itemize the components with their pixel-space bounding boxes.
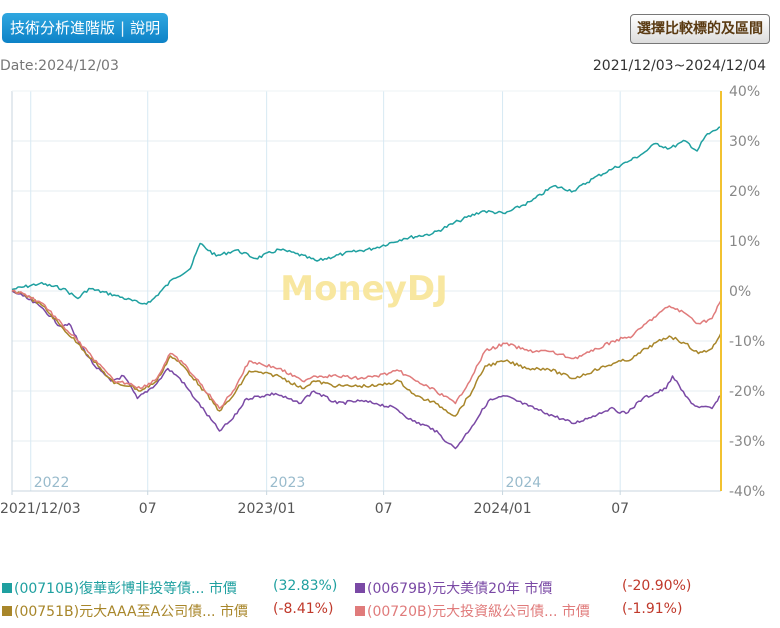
y-tick-label: 20% xyxy=(729,184,760,200)
legend-swatch-00679b xyxy=(355,583,365,593)
y-tick-label: -10% xyxy=(729,334,765,350)
series-line xyxy=(11,290,722,450)
legend-label-00720b: (00720B)元大投資級公司債... 市價 xyxy=(367,604,590,620)
x-tick-label: 2023/01 xyxy=(238,501,296,517)
legend-swatch-00751b xyxy=(2,606,12,616)
select-compare-button[interactable]: 選擇比較標的及區間 xyxy=(630,14,770,44)
x-tick-label: 07 xyxy=(611,501,629,517)
legend-change-00751b: (-8.41%) xyxy=(273,601,334,617)
tab-label: 技術分析進階版 xyxy=(10,19,116,37)
technical-analysis-tab[interactable]: 技術分析進階版 | 說明 xyxy=(2,13,169,43)
series-line xyxy=(11,289,722,417)
x-tick-label: 2021/12/03 xyxy=(0,501,81,517)
year-label: 2024 xyxy=(506,475,542,491)
y-tick-label: 40% xyxy=(729,84,760,100)
performance-chart[interactable]: 40% 30% 20% 10% 0% -10% -20% -30% -40% 2022 2023 20… xyxy=(0,80,780,520)
legend-change-00710b: (32.83%) xyxy=(273,578,338,594)
legend-item-00710b[interactable]: (00710B)復華彭博非投等債... 市價 xyxy=(2,578,237,598)
legend-label-00679b: (00679B)元大美債20年 市價 xyxy=(367,581,553,597)
x-tick-label: 2024/01 xyxy=(473,501,531,517)
year-label: 2023 xyxy=(270,475,306,491)
date-range-label: 2021/12/03~2024/12/04 xyxy=(592,58,766,74)
legend-swatch-00710b xyxy=(2,583,12,593)
watermark: MoneyDJ xyxy=(280,269,448,309)
y-tick-label: 0% xyxy=(729,284,751,300)
series-line xyxy=(11,289,722,410)
y-tick-label: -20% xyxy=(729,384,765,400)
legend-item-00679b[interactable]: (00679B)元大美債20年 市價 xyxy=(355,578,552,598)
x-tick-label: 07 xyxy=(375,501,393,517)
legend-change-00679b: (-20.90%) xyxy=(622,578,692,594)
legend-item-00720b[interactable]: (00720B)元大投資級公司債... 市價 xyxy=(355,601,590,621)
legend-swatch-00720b xyxy=(355,606,365,616)
series-line xyxy=(11,126,722,305)
y-tick-label: 30% xyxy=(729,134,760,150)
help-link[interactable]: 說明 xyxy=(130,19,161,37)
y-tick-label: 10% xyxy=(729,234,760,250)
legend-label-00710b: (00710B)復華彭博非投等債... 市價 xyxy=(14,581,237,597)
y-tick-label: -30% xyxy=(729,434,765,450)
x-tick-label: 07 xyxy=(139,501,157,517)
legend-item-00751b[interactable]: (00751B)元大AAA至A公司債... 市價 xyxy=(2,601,248,621)
year-label: 2022 xyxy=(34,475,70,491)
date-label: Date:2024/12/03 xyxy=(0,58,119,74)
legend-change-00720b: (-1.91%) xyxy=(622,601,683,617)
y-tick-label: -40% xyxy=(729,484,765,500)
legend-label-00751b: (00751B)元大AAA至A公司債... 市價 xyxy=(14,604,248,620)
